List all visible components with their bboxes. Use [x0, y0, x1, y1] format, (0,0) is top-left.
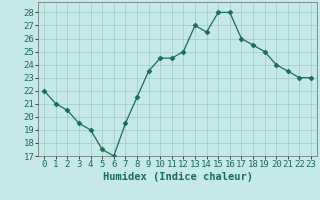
- X-axis label: Humidex (Indice chaleur): Humidex (Indice chaleur): [103, 172, 252, 182]
